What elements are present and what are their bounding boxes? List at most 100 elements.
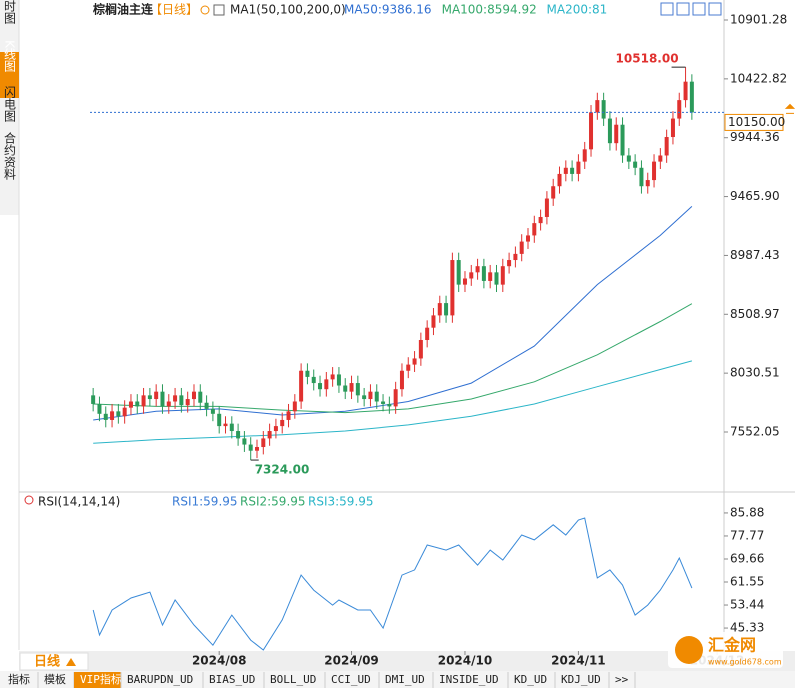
candle-body <box>658 155 663 162</box>
tab-active <box>74 672 121 688</box>
candle-body <box>626 155 631 162</box>
tab[interactable]: BOLL_UD <box>270 673 316 686</box>
candle-body <box>689 81 694 113</box>
tab[interactable]: CCI_UD <box>331 673 371 686</box>
candle-body <box>475 266 480 273</box>
toolbar-icons[interactable] <box>660 2 722 16</box>
candle-body <box>135 401 140 407</box>
last-price-arrow <box>784 103 795 114</box>
candle-body <box>210 408 215 414</box>
candle-body <box>128 401 133 408</box>
candle-body <box>450 260 455 316</box>
tab[interactable]: 指标 <box>8 672 30 686</box>
rsi-icon <box>24 495 34 505</box>
candle-body <box>217 413 222 427</box>
candle-body <box>595 100 600 113</box>
sidebar-tab[interactable]: 分时图 <box>3 0 17 24</box>
sidebar-tab-active <box>0 52 19 98</box>
candle-body <box>664 137 669 156</box>
y-tick-label: 77.77 <box>730 528 764 542</box>
candle-body <box>97 403 102 414</box>
candle-body <box>147 395 152 400</box>
candle-body <box>166 401 171 407</box>
candle-body <box>261 438 266 448</box>
annotation-label: 10518.00 <box>616 52 679 66</box>
candle-body <box>462 278 467 285</box>
period-button[interactable]: 日线 <box>34 654 60 670</box>
period: 【日线】 <box>150 3 198 17</box>
candle-body <box>500 266 505 285</box>
tab[interactable]: BIAS_UD <box>209 673 255 686</box>
candle-body <box>544 198 549 217</box>
candle-body <box>179 395 184 406</box>
last-price-label: 10150.00 <box>728 115 785 129</box>
candle-body <box>551 186 556 199</box>
tab-bar <box>0 671 795 688</box>
candle-body <box>620 124 625 156</box>
ma-icon <box>213 4 225 16</box>
x-tick-label: 2024/11 <box>551 654 605 668</box>
candle-body <box>299 370 304 402</box>
y-tick-label: 69.66 <box>730 551 764 565</box>
candle-body <box>526 235 531 242</box>
tab[interactable]: DMI_UD <box>385 673 425 686</box>
tab[interactable]: BARUPDN_UD <box>127 673 193 686</box>
x-tick-label: 2024/10 <box>438 654 492 668</box>
watermark-url: www.gold678.com <box>708 658 782 667</box>
candle-body <box>248 444 253 451</box>
y-tick-label: 9944.36 <box>730 130 780 144</box>
icon[interactable] <box>660 2 674 16</box>
tab[interactable]: KDJ_UD <box>561 673 601 686</box>
candle-body <box>494 272 499 285</box>
tab[interactable]: >> <box>615 673 629 686</box>
tab[interactable]: KD_UD <box>514 673 547 686</box>
candle-body <box>557 173 562 187</box>
sidebar-tab[interactable]: 闪电图 <box>3 86 17 122</box>
candle-body <box>154 391 159 400</box>
sidebar-tab[interactable]: K线图 <box>3 40 17 72</box>
icon[interactable] <box>676 2 690 16</box>
candle-body <box>236 431 241 439</box>
candle-body <box>116 411 121 417</box>
sidebar-tab[interactable]: 合约资料 <box>3 131 17 180</box>
candle-body <box>607 118 612 144</box>
rsi-title: RSI(14,14,14) <box>38 495 120 509</box>
ma-line <box>93 206 693 421</box>
candle-body <box>191 391 196 400</box>
candle-body <box>141 395 146 407</box>
candle-body <box>507 260 512 267</box>
candle-body <box>330 374 335 380</box>
rsi-line <box>92 517 693 651</box>
add-icon <box>200 5 210 15</box>
watermark: 汇金网 www.gold678.com <box>668 632 783 668</box>
candle-body <box>652 161 657 181</box>
candle-body <box>173 395 178 402</box>
candle-body <box>670 118 675 138</box>
tab[interactable]: INSIDE_UD <box>439 673 499 686</box>
candle-body <box>185 399 190 406</box>
tab[interactable]: VIP指标 <box>80 672 122 686</box>
candle-body <box>633 161 638 168</box>
candle-body <box>481 266 486 281</box>
icon[interactable] <box>708 2 722 16</box>
indicator: MA1(50,100,200,0) <box>230 3 346 17</box>
ma-line <box>93 360 693 444</box>
legend-entry: RSI2:59.95 <box>240 495 306 509</box>
icon[interactable] <box>692 2 706 16</box>
candle-body <box>242 438 247 445</box>
candle-body <box>255 447 260 451</box>
x-tick-label: 2024/09 <box>324 654 378 668</box>
tab[interactable]: 模板 <box>44 672 66 686</box>
legend-entry: MA100:8594.92 <box>442 3 537 17</box>
candle-body <box>343 385 348 392</box>
candle-body <box>677 100 682 119</box>
last-price-box <box>724 113 784 131</box>
candle-body <box>601 100 606 119</box>
y-tick-label: 8030.51 <box>730 366 780 380</box>
candle-body <box>399 370 404 390</box>
y-tick-label: 53.44 <box>730 598 764 612</box>
candle-body <box>324 379 329 390</box>
candle-body <box>362 395 367 400</box>
